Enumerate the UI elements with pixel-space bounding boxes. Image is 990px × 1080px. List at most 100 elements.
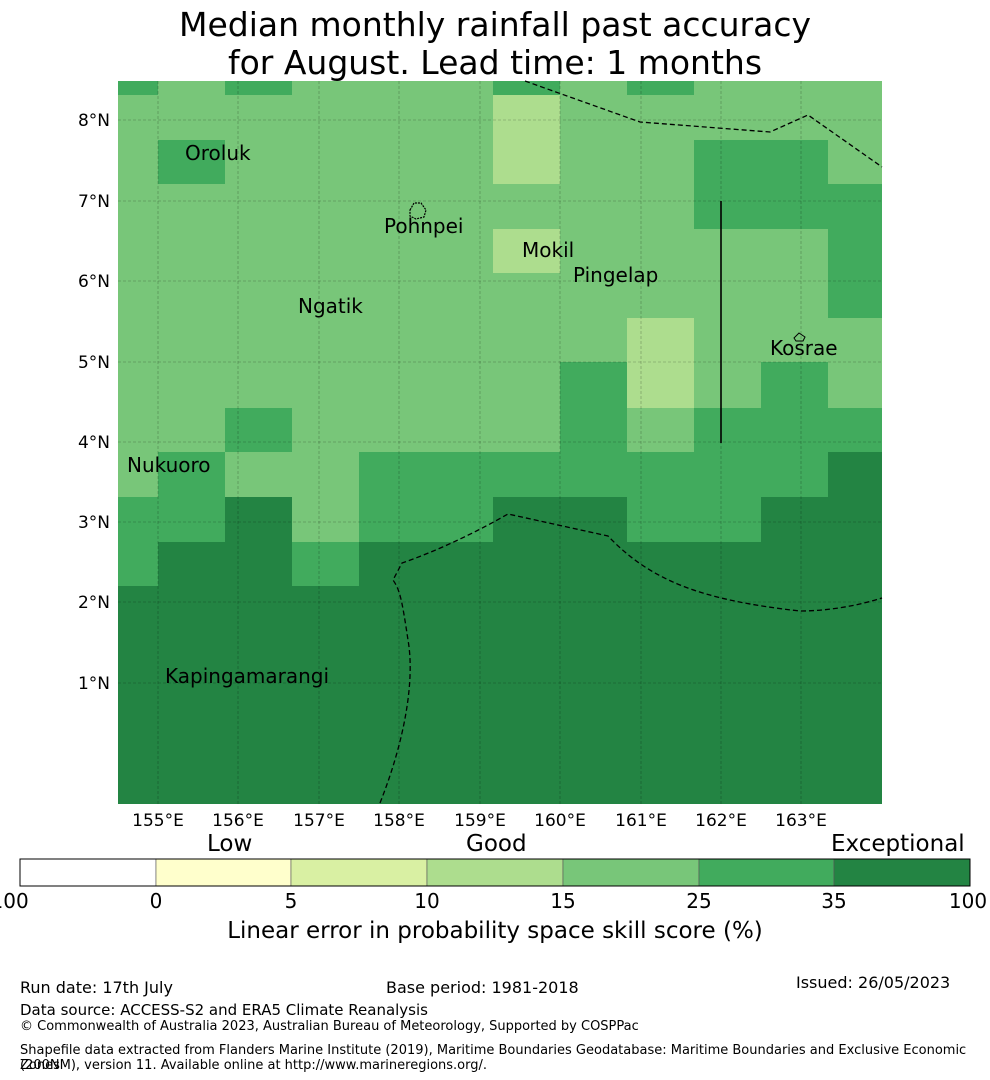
shapefile-credit-line-2: (200NM), version 11. Available online at… [20,1058,488,1073]
place-label-kosrae: Kosrae [770,336,838,360]
longitude-tick-label: 156°E [212,811,264,831]
skill-cell [694,452,761,497]
skill-cell [118,542,158,586]
pohnpei-coastline-icon [409,202,427,220]
longitude-tick-label: 162°E [695,811,747,831]
skill-cell [560,452,627,497]
shapefile-credit-line-1: Shapefile data extracted from Flanders M… [20,1043,967,1073]
colorbar-label: Linear error in probability space skill … [227,918,763,944]
colorbar-swatch [290,858,428,887]
data-source: Data source: ACCESS-S2 and ERA5 Climate … [20,1001,428,1019]
longitude-tick-label: 155°E [132,811,184,831]
place-label-pingelap: Pingelap [573,263,658,287]
map-title: Median monthly rainfall past accuracy fo… [0,6,990,82]
place-label-ngatik: Ngatik [298,294,363,318]
latitude-tick-label: 5°N [78,353,110,373]
skill-cell [761,408,828,452]
colorbar-swatch [562,858,700,887]
skill-cell [694,184,761,229]
colorbar-swatch [698,858,835,887]
colorbar-category-low: Low [207,831,253,857]
longitude-tick-label: 159°E [454,811,506,831]
eez-boundary-north [524,80,883,168]
longitude-tick-label: 160°E [534,811,586,831]
skill-cell [158,542,292,586]
skill-cell [493,497,627,542]
colorbar-swatch [833,858,971,887]
skill-cell [118,586,882,804]
skill-cell [627,362,694,408]
latitude-tick-label: 3°N [78,513,110,533]
skill-cell [828,273,882,318]
colorbar-tick: 35 [821,889,847,913]
skill-cell [627,452,694,497]
skill-cell [828,408,882,452]
colorbar-category-good: Good [466,831,527,857]
skill-cell [225,452,359,497]
skill-cell [761,497,882,542]
skill-cell [627,318,694,362]
skill-cell [493,140,560,184]
skill-cell [359,497,426,542]
skill-cell [761,452,828,497]
skill-cell [560,408,627,452]
colorbar-tick: 0 [149,889,163,913]
skill-cell [158,497,225,542]
skill-cell [627,497,694,542]
skill-cell [359,542,882,586]
colorbar-tick: -100 [0,889,29,913]
latitude-tick-label: 7°N [78,192,110,212]
skill-cell [118,497,158,542]
kosrae-coastline-icon [793,332,806,342]
copyright: © Commonwealth of Australia 2023, Austra… [20,1019,639,1034]
skill-cell [225,81,292,95]
place-label-oroluk: Oroluk [185,141,251,165]
colorbar-swatch [19,858,157,887]
skill-cell [694,497,761,542]
longitude-tick-label: 163°E [775,811,827,831]
skill-cell [493,81,560,95]
issued-date: Issued: 26/05/2023 [796,973,951,992]
title-line-1: Median monthly rainfall past accuracy [178,5,812,44]
skill-cell [493,95,560,140]
skill-cell [158,452,225,497]
colorbar-tick: 100 [948,889,988,913]
longitude-tick-label: 158°E [373,811,425,831]
skill-cell [292,542,359,586]
latitude-tick-label: 6°N [78,272,110,292]
skill-cell [560,362,627,408]
title-line-2: for August. Lead time: 1 months [227,43,763,82]
colorbar-tick: 25 [686,889,712,913]
longitude-tick-label: 161°E [615,811,667,831]
place-label-pohnpei: Pohnpei [384,214,464,238]
latitude-tick-label: 8°N [78,111,110,131]
skill-cell [761,184,828,229]
run-date: Run date: 17th July [20,978,173,997]
skill-cell [828,229,882,273]
colorbar-frame [19,858,971,887]
base-period: Base period: 1981-2018 [386,978,579,997]
skill-grid [118,81,882,804]
latitude-tick-label: 1°N [78,674,110,694]
colorbar-category-exceptional: Exceptional [831,831,965,857]
longitude-tick-label: 157°E [293,811,345,831]
latitude-tick-label: 4°N [78,433,110,453]
colorbar-swatch [426,858,564,887]
colorbar-swatch [155,858,292,887]
skill-cell [359,452,560,497]
skill-cell [627,81,694,95]
colorbar-tick: 10 [414,889,440,913]
colorbar-tick: 15 [550,889,576,913]
colorbar [19,858,971,887]
skill-cell [694,408,761,452]
skill-cell [118,452,158,497]
latitude-tick-label: 2°N [78,593,110,613]
skill-cell [225,408,292,452]
colorbar-tick: 5 [284,889,298,913]
skill-cell [828,184,882,229]
skill-cell [761,362,828,408]
skill-cell [118,81,158,95]
eez-boundaries [379,80,883,804]
skill-cell [158,140,225,184]
